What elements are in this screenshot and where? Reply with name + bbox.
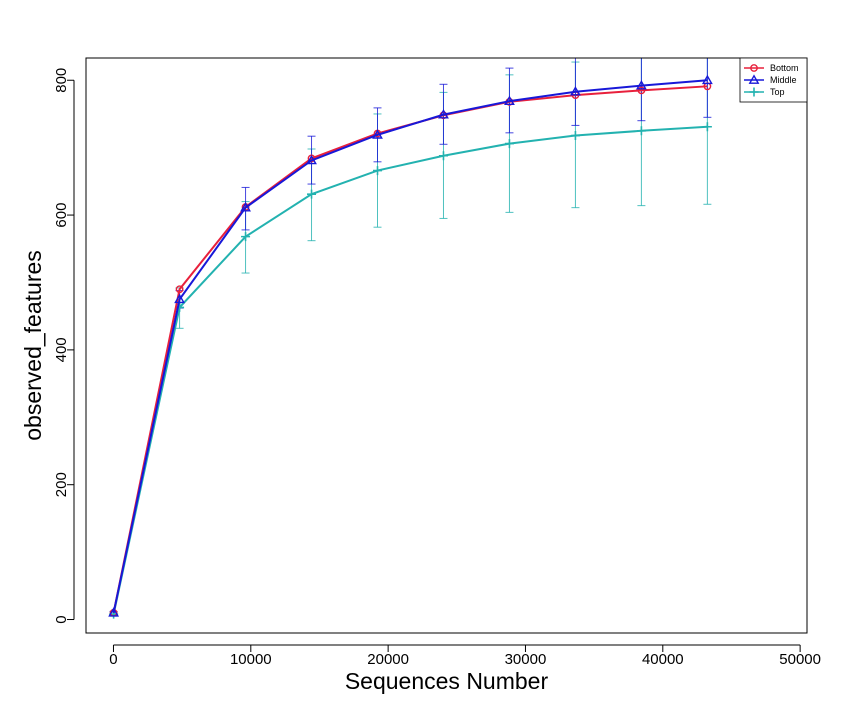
x-tick-label: 0 [109,651,117,668]
series-middle-point [438,109,449,119]
series-top-point [504,139,514,149]
plot-frame [85,57,808,634]
x-tick-label: 20000 [367,651,409,668]
data-layer [108,58,713,619]
y-tick-label: 200 [53,472,70,497]
series-top-point [307,189,317,199]
series-middle-point [306,154,317,165]
legend-label: Top [770,87,785,97]
legend-label: Middle [770,75,797,85]
x-tick-label: 10000 [230,651,272,668]
series-middle-point [635,80,647,90]
y-axis: 0 200 400 600 800 [53,68,75,624]
series-bottom-point [175,285,184,294]
series-bottom-line [112,85,708,613]
series-top-point [702,122,712,132]
series-middle-errorbars [109,58,712,615]
y-tick-label: 600 [53,203,70,228]
series-top-point [438,151,448,161]
series-middle-point [570,86,581,96]
x-tick-label: 30000 [505,651,547,668]
y-tick-label: 400 [53,337,70,362]
series-top-line [112,125,708,615]
series-bottom-point [637,86,646,95]
x-tick-label: 40000 [642,651,684,668]
series-top-point [570,131,580,141]
series-middle-line [112,79,708,613]
x-axis: 0 10000 20000 30000 40000 50000 [109,644,821,668]
series-top-errorbars [109,58,712,617]
x-axis-title: Sequences Number [345,668,549,694]
y-tick-label: 0 [53,615,70,623]
series-middle-point [372,129,383,139]
series-middle-point [701,74,713,85]
y-axis-title: observed_features [20,250,46,441]
series-middle-point [108,607,120,617]
legend-item-top: Top [744,87,785,97]
series-top-point [373,166,383,176]
series-middle [108,74,713,617]
series-top [109,122,712,619]
legend-label: Bottom [770,63,799,73]
legend: Bottom Middle Top [739,57,808,103]
y-tick-label: 800 [53,68,70,93]
series-top-point [241,232,251,242]
legend-swatch-marker [748,74,760,84]
series-middle-point [240,202,251,212]
x-tick-label: 50000 [779,651,821,668]
series-middle-point [174,293,185,304]
legend-swatch-marker [749,87,759,97]
legend-swatch-marker [750,64,758,72]
series-top-point [636,126,646,136]
series-middle-point [504,95,515,105]
legend-item-middle: Middle [744,74,797,85]
legend-item-bottom: Bottom [744,63,799,73]
